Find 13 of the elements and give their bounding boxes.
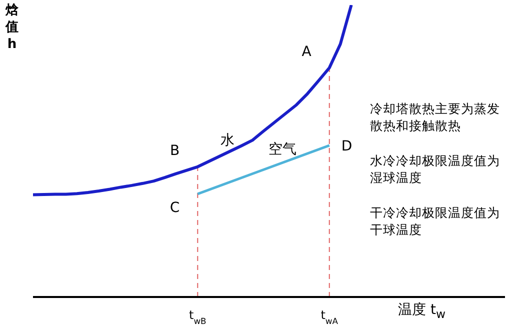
series-label: 水 — [220, 132, 235, 148]
annotation: C — [170, 200, 180, 216]
annotation: A — [302, 44, 312, 60]
annotation: 冷却塔散热主要为蒸发散热和接触散热 — [370, 100, 501, 134]
x-tick-label: t$_{wA}$ — [320, 308, 338, 326]
annotation: 干冷冷却极限温度值为干球温度 — [370, 204, 501, 238]
series-label: 空气 — [268, 142, 296, 158]
x-axis-title: 温度 t$_{w}$ — [398, 301, 446, 321]
annotation: 水冷冷却极限温度值为湿球温度 — [370, 152, 501, 186]
annotation: B — [170, 142, 180, 159]
annotation: D — [341, 138, 352, 154]
y-axis-title: 焓值h — [4, 2, 20, 53]
x-tick-label: t$_{wB}$ — [188, 308, 207, 326]
